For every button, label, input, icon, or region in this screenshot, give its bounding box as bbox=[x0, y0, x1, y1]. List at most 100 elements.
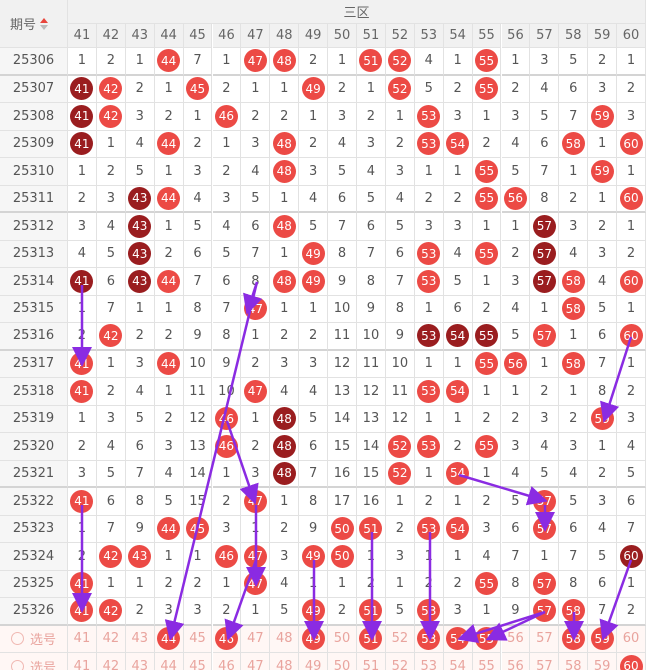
picker-cell[interactable]: 54 bbox=[443, 625, 473, 653]
picker-cell[interactable]: 59 bbox=[588, 625, 618, 653]
cell: 42 bbox=[96, 103, 126, 131]
picker-number[interactable]: 52 bbox=[391, 658, 409, 670]
omission-count: 2 bbox=[559, 405, 589, 433]
radio-icon[interactable] bbox=[10, 632, 24, 646]
cell: 41 bbox=[68, 350, 97, 378]
picker-cell[interactable]: 54 bbox=[443, 653, 473, 670]
issue-header[interactable]: 期号 bbox=[0, 0, 68, 48]
picker-cell[interactable]: 46 bbox=[212, 625, 242, 653]
picker-cell[interactable]: 44 bbox=[154, 625, 184, 653]
cell: 57 bbox=[530, 213, 560, 241]
picker-cell[interactable]: 49 bbox=[299, 625, 329, 653]
picker-number[interactable]: 59 bbox=[593, 658, 611, 670]
picker-cell[interactable]: 47 bbox=[241, 625, 271, 653]
picker-cell[interactable]: 58 bbox=[559, 653, 589, 670]
picker-cell[interactable]: 47 bbox=[241, 653, 271, 670]
cell: 51 bbox=[357, 515, 386, 543]
picker-cell[interactable]: 57 bbox=[530, 625, 560, 653]
picked-ball[interactable]: 58 bbox=[561, 627, 585, 651]
picked-ball[interactable]: 49 bbox=[301, 627, 325, 651]
picker-cell[interactable]: 55 bbox=[472, 653, 502, 670]
picked-ball[interactable]: 59 bbox=[590, 627, 614, 651]
picker-number[interactable]: 55 bbox=[478, 658, 495, 670]
picker-cell[interactable]: 60 bbox=[617, 653, 646, 670]
picker-cell[interactable]: 41 bbox=[68, 625, 97, 653]
picker-cell[interactable]: 58 bbox=[559, 625, 589, 653]
picked-ball[interactable]: 54 bbox=[446, 627, 470, 651]
picker-cell[interactable]: 45 bbox=[183, 625, 213, 653]
picker-number[interactable]: 57 bbox=[536, 631, 553, 647]
picker-number[interactable]: 47 bbox=[247, 631, 264, 647]
omission-count: 4 bbox=[559, 240, 589, 268]
number-ball: 60 bbox=[619, 269, 643, 293]
picker-number[interactable]: 47 bbox=[247, 658, 264, 670]
omission-count: 3 bbox=[501, 268, 531, 296]
picker-number[interactable]: 58 bbox=[564, 658, 582, 670]
picker-cell[interactable]: 60 bbox=[617, 625, 646, 653]
picker-cell[interactable]: 48 bbox=[270, 653, 300, 670]
picker-cell[interactable]: 51 bbox=[357, 625, 386, 653]
picker-number[interactable]: 50 bbox=[333, 658, 351, 670]
omission-count: 3 bbox=[68, 213, 97, 241]
picker-cell[interactable]: 43 bbox=[125, 625, 155, 653]
picker-cell[interactable]: 43 bbox=[125, 653, 155, 670]
picker-cell[interactable]: 46 bbox=[212, 653, 242, 670]
picker-number[interactable]: 44 bbox=[160, 658, 177, 670]
picked-ball[interactable]: 51 bbox=[359, 627, 383, 651]
picker-cell[interactable]: 56 bbox=[501, 625, 531, 653]
picker-number[interactable]: 57 bbox=[536, 658, 553, 670]
picker-number[interactable]: 45 bbox=[189, 658, 206, 670]
picker-cell[interactable]: 57 bbox=[530, 653, 560, 670]
picker-number[interactable]: 56 bbox=[507, 631, 524, 647]
picker-number[interactable]: 50 bbox=[333, 631, 351, 647]
picked-ball[interactable]: 55 bbox=[475, 627, 499, 651]
omission-count: 6 bbox=[559, 75, 589, 103]
picker-cell[interactable]: 42 bbox=[96, 625, 126, 653]
picker-cell[interactable]: 52 bbox=[385, 653, 415, 670]
picker-cell[interactable]: 55 bbox=[472, 625, 502, 653]
number-ball: 47 bbox=[243, 49, 267, 73]
picker-number[interactable]: 60 bbox=[622, 631, 640, 647]
picker-cell[interactable]: 53 bbox=[414, 653, 444, 670]
radio-icon[interactable] bbox=[10, 659, 24, 670]
picker-number[interactable]: 48 bbox=[275, 631, 293, 647]
picker-number[interactable]: 45 bbox=[189, 631, 206, 647]
number-ball: 48 bbox=[272, 434, 296, 458]
picker-cell[interactable]: 49 bbox=[299, 653, 329, 670]
picked-ball[interactable]: 60 bbox=[619, 654, 643, 670]
picker-cell[interactable]: 53 bbox=[414, 625, 444, 653]
picker-number[interactable]: 48 bbox=[275, 658, 293, 670]
number-ball: 48 bbox=[272, 132, 296, 156]
picker-number[interactable]: 54 bbox=[449, 658, 466, 670]
picker-cell[interactable]: 48 bbox=[270, 625, 300, 653]
picked-ball[interactable]: 53 bbox=[417, 627, 441, 651]
column-header: 45 bbox=[183, 24, 213, 48]
picker-number[interactable]: 43 bbox=[131, 631, 149, 647]
picker-number[interactable]: 42 bbox=[102, 631, 120, 647]
picker-number[interactable]: 51 bbox=[362, 658, 380, 670]
picker-cell[interactable]: 51 bbox=[357, 653, 386, 670]
picked-ball[interactable]: 44 bbox=[157, 627, 181, 651]
picker-cell[interactable]: 45 bbox=[183, 653, 213, 670]
picker-number[interactable]: 42 bbox=[102, 658, 120, 670]
picker-cell[interactable]: 42 bbox=[96, 653, 126, 670]
picker-cell[interactable]: 56 bbox=[501, 653, 531, 670]
picker-number[interactable]: 56 bbox=[507, 658, 524, 670]
number-ball: 54 bbox=[446, 379, 470, 403]
picker-number[interactable]: 49 bbox=[304, 658, 322, 670]
picker-cell[interactable]: 59 bbox=[588, 653, 618, 670]
picker-cell[interactable]: 50 bbox=[328, 653, 357, 670]
cell: 42 bbox=[96, 323, 126, 351]
picker-number[interactable]: 46 bbox=[218, 658, 235, 670]
picker-number[interactable]: 53 bbox=[420, 658, 438, 670]
picker-cell[interactable]: 50 bbox=[328, 625, 357, 653]
picker-cell[interactable]: 41 bbox=[68, 653, 97, 670]
picker-cell[interactable]: 44 bbox=[154, 653, 184, 670]
picker-number[interactable]: 41 bbox=[73, 658, 91, 670]
picker-number[interactable]: 43 bbox=[131, 658, 149, 670]
picked-ball[interactable]: 46 bbox=[214, 627, 238, 651]
picker-cell[interactable]: 52 bbox=[385, 625, 415, 653]
picker-number[interactable]: 41 bbox=[73, 631, 91, 647]
picker-number[interactable]: 52 bbox=[391, 631, 409, 647]
omission-count: 5 bbox=[270, 598, 300, 626]
